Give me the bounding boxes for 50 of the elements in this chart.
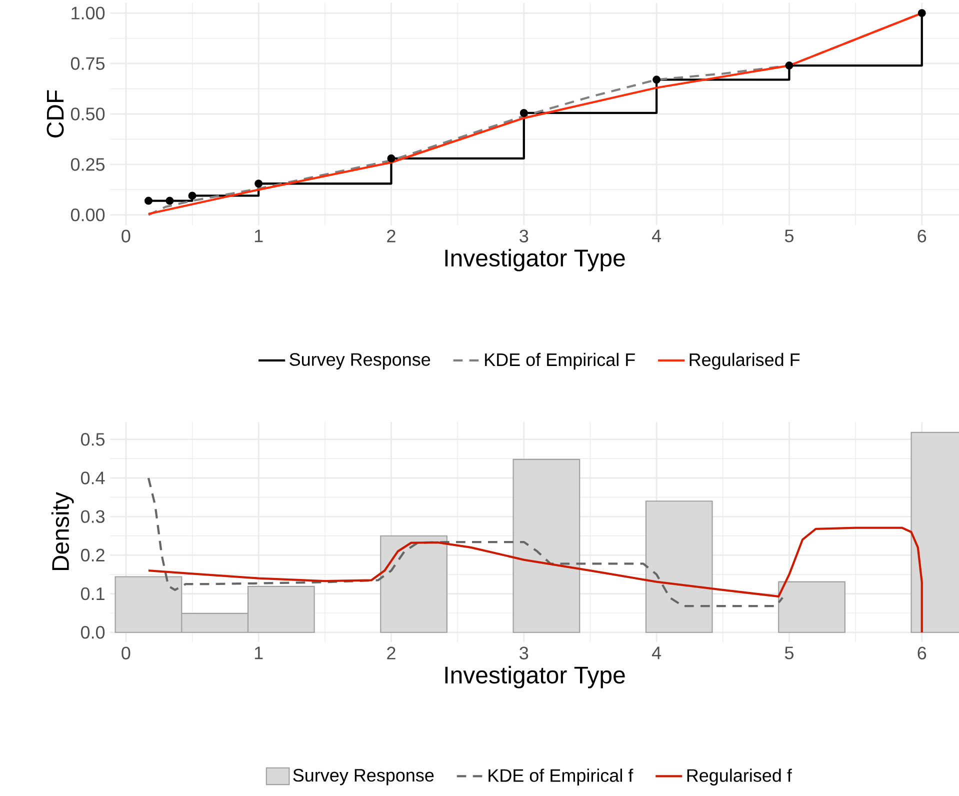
x-tick-label: 1: [254, 646, 263, 660]
y-tick-label: 1.00: [72, 6, 105, 20]
point: [166, 196, 174, 205]
point: [254, 180, 263, 188]
x-axis-title: Investigator Type: [445, 248, 625, 272]
y-tick-label: 0.2: [80, 548, 104, 562]
x-tick-label: 6: [918, 230, 926, 242]
bar: [778, 581, 846, 633]
y-tick-label: 0.5: [80, 433, 105, 446]
line-series: [147, 526, 923, 634]
legend-label: Survey Response: [290, 353, 430, 370]
x-axis-title: Investigator Type: [445, 666, 625, 688]
y-tick-label: 0.4: [80, 472, 105, 484]
x-tick-label: 3: [520, 646, 528, 660]
y-tick-label: 0.75: [70, 57, 105, 70]
y-tick-label: 0.50: [70, 108, 105, 120]
bar: [645, 500, 713, 633]
point: [918, 9, 926, 18]
x-tick-label: 5: [784, 230, 794, 242]
line-series: [147, 476, 784, 608]
y-tick-label: 0.1: [80, 587, 104, 600]
x-tick-label: 6: [918, 646, 926, 660]
point: [520, 108, 528, 117]
x-tick-label: 1: [254, 230, 263, 242]
x-tick-label: 5: [784, 646, 794, 660]
point: [785, 62, 794, 70]
y-tick-label: 0.3: [80, 510, 105, 523]
x-tick-label: 2: [387, 646, 396, 660]
y-axis-title: Density: [51, 492, 74, 570]
legend-label: Survey Response: [293, 768, 434, 786]
legend-label: KDE of Empirical f: [488, 768, 634, 786]
x-tick-label: 4: [652, 646, 662, 660]
x-tick-label: 0: [122, 646, 130, 660]
point: [188, 192, 196, 200]
y-axis-title: CDF: [46, 90, 64, 138]
x-tick-label: 4: [652, 230, 662, 242]
x-tick-label: 0: [122, 230, 130, 242]
x-tick-label: 3: [520, 230, 528, 242]
legend-label: KDE of Empirical F: [485, 352, 635, 370]
bar: [380, 536, 447, 632]
y-tick-label: 0.25: [70, 158, 105, 171]
point: [387, 154, 396, 162]
x-tick-label: 2: [387, 230, 396, 242]
point: [144, 196, 152, 205]
point: [652, 76, 661, 84]
legend-label: Regularised f: [687, 768, 792, 786]
y-tick-label: 0.0: [80, 626, 105, 639]
bar: [512, 458, 580, 633]
y-tick-label: 0.00: [70, 208, 105, 222]
legend-label: Regularised F: [690, 352, 800, 370]
